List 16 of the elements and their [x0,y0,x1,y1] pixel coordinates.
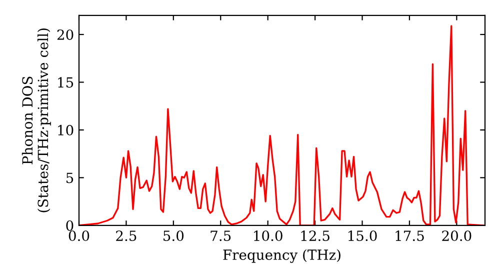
x-axis-title: Frequency (THz) [223,249,340,263]
x-tick-label: 5.0 [164,230,184,242]
y-tick-label: 10 [58,124,74,136]
x-tick-label: 20.0 [442,230,472,242]
y-tick-label: 15 [58,77,74,88]
y-axis-title: Phonon DOS (States/THz·primitive cell) [22,28,51,212]
x-tick-label: 15.0 [348,230,377,242]
x-tick-label: 10.0 [254,230,282,242]
x-tick-label: 12.5 [301,230,330,242]
x-tick-label: 17.5 [396,230,424,242]
x-tick-label: 7.5 [210,230,231,242]
x-tick-label: 0.0 [68,230,90,242]
y-tick-label: 20 [57,29,74,40]
y-tick-label: 5 [66,172,74,184]
x-tick-label: 2.5 [116,230,136,242]
y-tick-label: 0 [66,220,74,231]
